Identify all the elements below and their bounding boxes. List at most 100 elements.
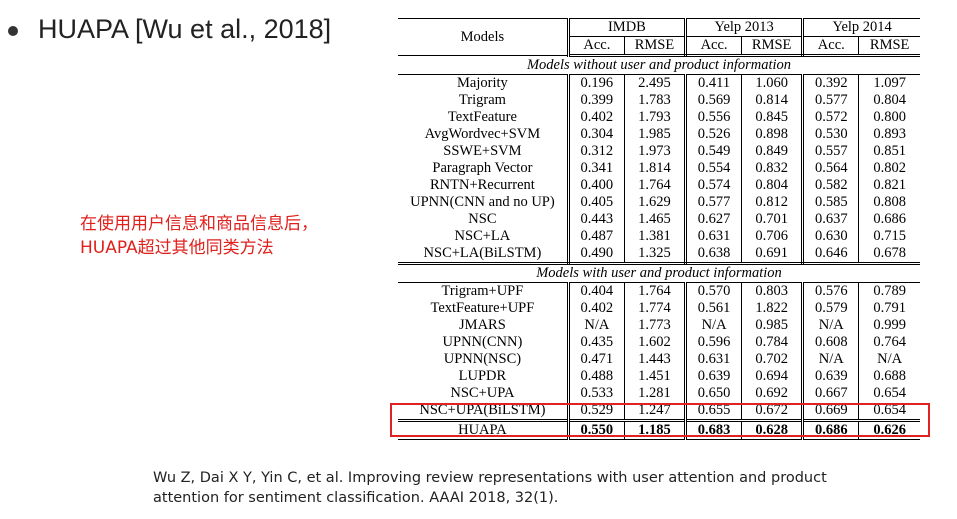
metric-value: 0.341 bbox=[568, 160, 625, 177]
metric-value: 0.608 bbox=[802, 334, 860, 351]
table-row: Paragraph Vector 0.341 1.814 0.554 0.832 0.56… bbox=[398, 160, 920, 177]
table-row: RNTN+Recurrent 0.400 1.764 0.574 0.804 0.582 0… bbox=[398, 177, 920, 194]
metric-value: 0.627 bbox=[685, 211, 743, 228]
metric-value: 0.650 bbox=[685, 385, 743, 402]
slide-title: HUAPA [Wu et al., 2018] bbox=[8, 14, 331, 45]
annotation-line-2: HUAPA超过其他同类方法 bbox=[80, 238, 274, 258]
metric-value: 1.793 bbox=[624, 109, 688, 126]
metric-value: 1.985 bbox=[624, 126, 688, 143]
metric-value: 0.669 bbox=[802, 402, 860, 421]
metric-value: 0.554 bbox=[685, 160, 743, 177]
model-name: UPNN(CNN and no UP) bbox=[398, 194, 570, 211]
highlight-box bbox=[390, 403, 930, 437]
metric-value: 1.097 bbox=[873, 75, 906, 91]
table-row: Trigram+UPF 0.404 1.764 0.570 0.803 0.576 0.78… bbox=[398, 282, 920, 300]
table-row: Trigram 0.399 1.783 0.569 0.814 0.577 0.804 bbox=[398, 92, 920, 109]
metric-value: 0.845 bbox=[741, 109, 805, 126]
metric-value: 0.654 bbox=[873, 385, 906, 401]
citation: Wu Z, Dai X Y, Yin C, et al. Improving r… bbox=[153, 468, 827, 508]
table-row: NSC+UPA 0.533 1.281 0.650 0.692 0.667 0.654 bbox=[398, 385, 920, 402]
metric-value: 0.683 bbox=[685, 419, 743, 440]
slide-title-text: HUAPA [Wu et al., 2018] bbox=[38, 14, 332, 44]
table-row: UPNN(NSC) 0.471 1.443 0.631 0.702 N/A N/A bbox=[398, 351, 920, 368]
metric-value: 0.999 bbox=[873, 317, 906, 333]
metric-value: 0.596 bbox=[685, 334, 743, 351]
metric-value: 0.688 bbox=[873, 368, 906, 384]
metric-value: 1.629 bbox=[624, 194, 688, 211]
model-name: NSC+UPA bbox=[398, 385, 570, 402]
metric-value: 0.692 bbox=[741, 385, 805, 402]
metric-value: 0.639 bbox=[685, 368, 743, 385]
metric-value: 0.638 bbox=[685, 245, 743, 265]
model-name: SSWE+SVM bbox=[398, 143, 570, 160]
model-name: UPNN(NSC) bbox=[398, 351, 570, 368]
metric-value: N/A bbox=[802, 351, 860, 368]
metric-value: 0.639 bbox=[802, 368, 860, 385]
metric-value: 0.550 bbox=[568, 419, 625, 440]
metric-value: 0.488 bbox=[568, 368, 625, 385]
table-row: UPNN(CNN and no UP) 0.405 1.629 0.577 0.812 0… bbox=[398, 194, 920, 211]
metric-value: 0.557 bbox=[802, 143, 860, 160]
metric-value: 1.185 bbox=[624, 419, 688, 440]
metric-value: 0.404 bbox=[568, 282, 625, 300]
metric-header: RMSE bbox=[858, 36, 920, 57]
metric-value: 1.443 bbox=[624, 351, 688, 368]
metric-value: 0.851 bbox=[873, 143, 906, 159]
table-row: Majority 0.196 2.495 0.411 1.060 0.392 1.097 bbox=[398, 74, 920, 92]
metric-value: 0.399 bbox=[568, 92, 625, 109]
metric-value: 0.400 bbox=[568, 177, 625, 194]
metric-value: 0.631 bbox=[685, 228, 743, 245]
model-name: NSC+LA(BiLSTM) bbox=[398, 245, 570, 265]
metric-value: 1.325 bbox=[624, 245, 688, 265]
model-name: TextFeature+UPF bbox=[398, 300, 570, 317]
model-name: UPNN(CNN) bbox=[398, 334, 570, 351]
model-name: RNTN+Recurrent bbox=[398, 177, 570, 194]
metric-value: 0.808 bbox=[873, 194, 906, 210]
metric-value: 0.579 bbox=[802, 300, 860, 317]
metric-value: 0.686 bbox=[873, 211, 906, 227]
metric-value: 0.549 bbox=[685, 143, 743, 160]
metric-value: N/A bbox=[802, 317, 860, 334]
group-label: Models without user and product informat… bbox=[398, 55, 920, 75]
metric-value: 0.405 bbox=[568, 194, 625, 211]
metric-value: 1.774 bbox=[624, 300, 688, 317]
metric-value: 0.691 bbox=[741, 245, 805, 265]
metric-value: 0.582 bbox=[802, 177, 860, 194]
metric-value: 0.487 bbox=[568, 228, 625, 245]
table-body: Models without user and product informat… bbox=[398, 55, 920, 440]
results-table: Models IMDB Yelp 2013 Yelp 2014 Acc. RMS… bbox=[398, 18, 920, 440]
models-header: Models bbox=[398, 18, 570, 56]
metric-value: 1.764 bbox=[624, 177, 688, 194]
table-row: JMARS N/A 1.773 N/A 0.985 N/A 0.999 bbox=[398, 317, 920, 334]
metric-value: 1.973 bbox=[624, 143, 688, 160]
metric-value: 0.435 bbox=[568, 334, 625, 351]
model-name: TextFeature bbox=[398, 109, 570, 126]
metric-value: 1.465 bbox=[624, 211, 688, 228]
metric-value: 0.490 bbox=[568, 245, 625, 265]
metric-header: Acc. bbox=[568, 36, 625, 57]
metric-value: 0.764 bbox=[873, 334, 906, 350]
metric-value: 0.585 bbox=[802, 194, 860, 211]
metric-header: RMSE bbox=[624, 36, 688, 57]
bullet-dot bbox=[8, 26, 18, 36]
dataset-header-imdb: IMDB bbox=[568, 18, 688, 37]
metric-value: 0.800 bbox=[873, 109, 906, 125]
group-header-without-info: Models without user and product informat… bbox=[398, 55, 920, 75]
table-row: LUPDR 0.488 1.451 0.639 0.694 0.639 0.688 bbox=[398, 368, 920, 385]
metric-value: N/A bbox=[877, 351, 903, 367]
metric-value: 0.631 bbox=[685, 351, 743, 368]
model-name: LUPDR bbox=[398, 368, 570, 385]
group-header-with-info: Models with user and product information bbox=[398, 263, 920, 283]
annotation-line-1: 在使用用户信息和商品信息后， bbox=[80, 214, 318, 234]
metric-value: 0.803 bbox=[741, 282, 805, 300]
table-row: SSWE+SVM 0.312 1.973 0.549 0.849 0.557 0.851 bbox=[398, 143, 920, 160]
metric-value: 1.060 bbox=[741, 74, 805, 92]
model-name: HUAPA bbox=[398, 419, 570, 440]
metric-value: 0.312 bbox=[568, 143, 625, 160]
metric-value: 1.247 bbox=[624, 402, 688, 421]
metric-header: Acc. bbox=[802, 36, 860, 57]
metric-value: 0.849 bbox=[741, 143, 805, 160]
metric-value: 1.764 bbox=[624, 282, 688, 300]
metric-value: 0.646 bbox=[802, 245, 860, 265]
metric-value: 0.570 bbox=[685, 282, 743, 300]
